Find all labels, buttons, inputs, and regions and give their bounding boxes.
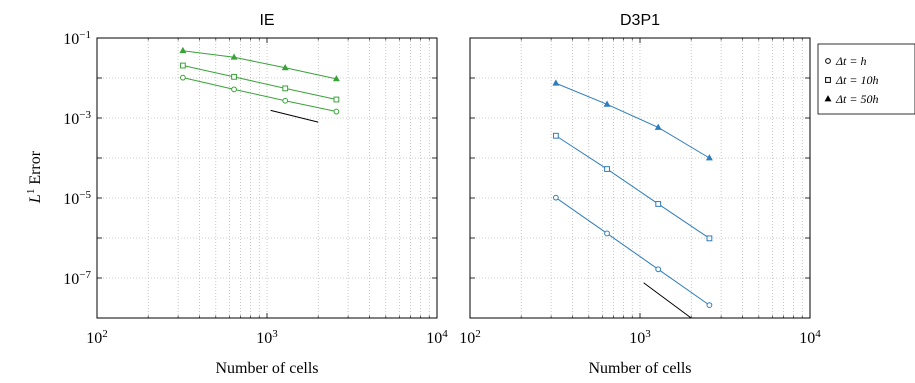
x-axis-label: Number of cells xyxy=(215,360,318,377)
x-tick-label-base: 10 xyxy=(86,330,102,347)
series-line xyxy=(555,82,710,159)
data-point xyxy=(604,166,610,172)
x-tick-label: 104 xyxy=(799,328,821,347)
data-point xyxy=(231,73,237,80)
y-tick-label: 10−3 xyxy=(63,109,91,128)
series-line xyxy=(555,197,710,306)
data-point xyxy=(655,266,662,273)
y-tick-label-exp: −1 xyxy=(79,29,91,41)
x-tick-label-exp: 2 xyxy=(475,328,481,340)
x-tick-label-exp: 2 xyxy=(102,328,108,340)
series-1 xyxy=(179,74,340,115)
legend-marker-square xyxy=(825,77,831,83)
x-tick-label: 103 xyxy=(256,328,278,347)
legend-label: Δt = h xyxy=(835,54,866,68)
series-line xyxy=(555,135,710,239)
y-tick-label-base: 10 xyxy=(63,31,79,48)
data-point xyxy=(333,96,340,103)
series-3 xyxy=(179,46,340,82)
grid xyxy=(470,38,810,318)
y-axis-label-base: L xyxy=(27,194,44,204)
x-tick-label: 102 xyxy=(459,328,481,347)
y-tick-label: 10−1 xyxy=(63,29,91,48)
data-point xyxy=(706,302,713,309)
x-tick-label-base: 10 xyxy=(256,330,272,347)
data-point xyxy=(705,154,713,161)
series-2 xyxy=(179,62,340,103)
legend-label: Δt = 10h xyxy=(835,73,878,87)
x-tick-label: 102 xyxy=(86,328,108,347)
series-2 xyxy=(552,132,713,242)
data-point xyxy=(282,85,289,92)
y-tick-label-exp: −3 xyxy=(79,109,91,121)
y-tick-label: 10−7 xyxy=(63,269,91,288)
series-line xyxy=(182,77,337,113)
data-point xyxy=(231,86,237,93)
x-tick-label-base: 10 xyxy=(799,330,815,347)
x-tick-label-exp: 3 xyxy=(272,328,278,340)
series-1 xyxy=(552,194,713,309)
panel-title: D3P1 xyxy=(620,12,660,29)
reference-slope-line xyxy=(270,109,319,123)
data-point xyxy=(332,75,340,82)
y-axis-label: L1 Error xyxy=(25,150,44,204)
data-point xyxy=(604,230,610,237)
y-tick-label: 10−5 xyxy=(63,189,91,208)
series-3 xyxy=(552,79,713,161)
x-tick-label-exp: 4 xyxy=(815,328,821,340)
legend-label: Δt = 50h xyxy=(835,92,878,106)
x-tick-label-base: 10 xyxy=(426,330,442,347)
y-tick-label-base: 10 xyxy=(63,271,79,288)
legend-box xyxy=(817,43,915,115)
data-point xyxy=(230,53,238,60)
x-tick-label-exp: 4 xyxy=(442,328,448,340)
x-axis-label: Number of cells xyxy=(588,360,691,377)
data-point xyxy=(333,108,340,115)
data-point xyxy=(552,194,559,201)
y-axis-label-sup: 1 xyxy=(25,189,37,195)
panel-title: IE xyxy=(259,12,274,29)
y-tick-label-exp: −7 xyxy=(79,269,91,281)
x-tick-label-base: 10 xyxy=(459,330,475,347)
x-tick-label: 103 xyxy=(629,328,651,347)
data-point xyxy=(654,123,662,130)
data-point xyxy=(552,79,560,86)
data-point xyxy=(706,235,713,242)
data-point xyxy=(179,74,186,81)
x-tick-label-exp: 3 xyxy=(645,328,651,340)
reference-slope-line xyxy=(643,282,692,319)
grid xyxy=(97,38,437,318)
data-point xyxy=(179,46,187,54)
y-tick-label-base: 10 xyxy=(63,111,79,128)
legend-marker-triangle xyxy=(824,95,832,102)
legend: Δt = h Δt = 10h Δt = 50h xyxy=(817,43,915,115)
data-point xyxy=(655,201,662,207)
data-point xyxy=(281,63,289,71)
y-axis-label-rest: Error xyxy=(27,150,44,188)
data-point xyxy=(179,62,186,69)
y-tick-label-base: 10 xyxy=(63,191,79,208)
x-tick-label: 104 xyxy=(426,328,448,347)
x-tick-label-base: 10 xyxy=(629,330,645,347)
legend-marker-circle xyxy=(825,58,831,64)
series-line xyxy=(182,65,337,100)
data-point xyxy=(603,100,611,107)
data-point xyxy=(552,132,559,139)
y-tick-label-exp: −5 xyxy=(79,189,91,201)
series-line xyxy=(182,50,337,80)
data-point xyxy=(282,97,289,104)
